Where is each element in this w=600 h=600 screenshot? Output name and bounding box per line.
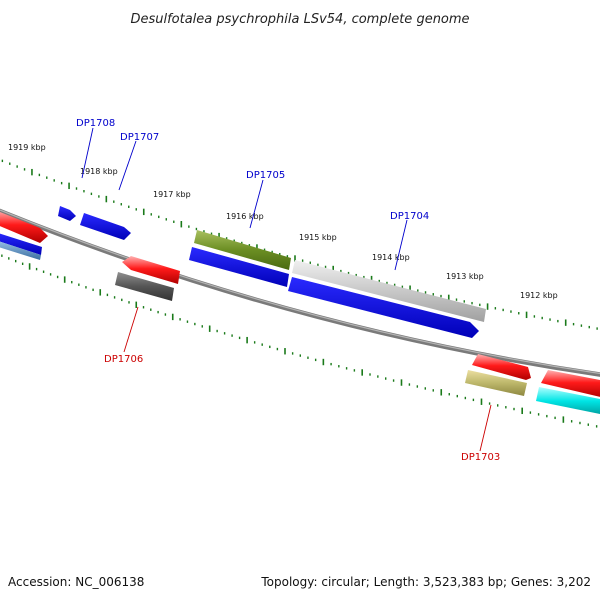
gene-dp1706[interactable] <box>115 272 174 301</box>
scale-label-1915: 1915 kbp <box>299 233 337 242</box>
label-dp1704[interactable]: DP1704 <box>390 211 429 222</box>
leader-dp1708 <box>81 127 94 179</box>
gene-red-right-upper[interactable] <box>472 354 531 380</box>
gene-dp1704[interactable] <box>292 260 486 322</box>
gene-red-left-upper[interactable] <box>0 210 48 243</box>
scale-label-1913: 1913 kbp <box>446 272 484 281</box>
label-dp1706[interactable]: DP1706 <box>104 354 143 365</box>
scale-label-1918: 1918 kbp <box>80 167 118 176</box>
leader-dp1706 <box>123 306 139 353</box>
scale-label-1917: 1917 kbp <box>153 190 191 199</box>
gene-dp1706-red[interactable] <box>122 256 180 284</box>
leader-dp1707 <box>118 140 137 191</box>
gene-dp1705[interactable] <box>194 230 291 270</box>
genome-backbone <box>0 208 600 377</box>
label-dp1705[interactable]: DP1705 <box>246 170 285 181</box>
gene-blue-left[interactable] <box>0 232 42 255</box>
scale-label-1912: 1912 kbp <box>520 291 558 300</box>
gene-dp1703[interactable] <box>465 370 527 396</box>
label-dp1708[interactable]: DP1708 <box>76 118 115 129</box>
gene-cyan-right[interactable] <box>536 387 600 415</box>
leader-dp1705 <box>249 179 264 229</box>
inner-scale-ticks <box>1 254 598 428</box>
label-dp1703[interactable]: DP1703 <box>461 452 500 463</box>
map-title: Desulfotalea psychrophila LSv54, complet… <box>130 12 469 27</box>
gene-dp1707[interactable] <box>80 213 131 240</box>
gene-dp1708[interactable] <box>58 206 76 221</box>
label-dp1707[interactable]: DP1707 <box>120 132 159 143</box>
gene-red-right-edge[interactable] <box>541 370 600 398</box>
gene-blue-middle[interactable] <box>189 247 289 287</box>
genome-summary-text: Topology: circular; Length: 3,523,383 bp… <box>260 575 591 589</box>
scale-label-1919: 1919 kbp <box>8 143 46 152</box>
leader-dp1703 <box>479 404 492 452</box>
gene-steelblue-left[interactable] <box>0 240 41 260</box>
scale-label-1914: 1914 kbp <box>372 253 410 262</box>
scale-label-1916: 1916 kbp <box>226 212 264 221</box>
leader-dp1704 <box>394 219 408 271</box>
accession-text: Accession: NC_006138 <box>8 575 144 589</box>
gene-blue-long[interactable] <box>288 277 479 338</box>
